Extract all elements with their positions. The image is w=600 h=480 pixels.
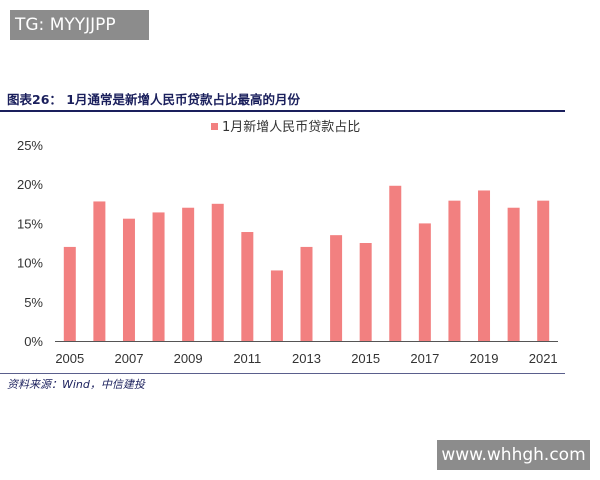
- bar-2017: [418, 223, 431, 341]
- source-rule: [0, 373, 565, 374]
- bar-2005: [63, 246, 76, 341]
- bar-2018: [448, 200, 461, 341]
- bar-2016: [389, 185, 402, 341]
- x-tick-label: 2015: [351, 351, 380, 366]
- title-rule: [0, 110, 565, 112]
- bar-2010: [211, 203, 224, 341]
- bar-series: [63, 185, 550, 341]
- chart-legend: 1月新增人民币贷款占比: [211, 119, 360, 135]
- bar-2012: [270, 270, 283, 341]
- bar-2019: [478, 190, 491, 341]
- bar-2021: [537, 200, 550, 341]
- bar-2011: [241, 232, 254, 341]
- x-tick-label: 2021: [529, 351, 558, 366]
- bar-2006: [93, 201, 106, 341]
- y-axis: 0% 5% 10% 15% 20% 25%: [17, 138, 43, 349]
- x-axis: 2005 2007 2009 2011 2013 2015 2017 2019 2021: [55, 351, 557, 366]
- bar-2020: [507, 207, 520, 341]
- bar-2015: [359, 243, 372, 341]
- bar-2014: [330, 235, 343, 341]
- x-tick-label: 2017: [410, 351, 439, 366]
- bar-2009: [182, 207, 195, 341]
- x-tick-label: 2009: [174, 351, 203, 366]
- x-tick-label: 2019: [470, 351, 499, 366]
- x-tick-label: 2005: [55, 351, 84, 366]
- watermark-top-left: TG: MYYJJPP: [10, 10, 149, 40]
- x-tick-label: 2013: [292, 351, 321, 366]
- x-tick-label: 2007: [115, 351, 144, 366]
- bar-2013: [300, 246, 313, 341]
- y-tick-label: 10%: [17, 256, 43, 271]
- legend-label: 1月新增人民币贷款占比: [222, 119, 360, 135]
- x-tick-label: 2011: [233, 351, 261, 366]
- source-note: 资料来源：Wind，中信建投: [7, 378, 145, 391]
- y-tick-label: 25%: [17, 138, 43, 153]
- bar-2007: [122, 218, 135, 341]
- legend-swatch: [211, 123, 218, 130]
- y-tick-label: 0%: [24, 334, 43, 349]
- figure-title: 图表26： 1月通常是新增人民币贷款占比最高的月份: [7, 92, 300, 107]
- bar-2008: [152, 212, 165, 341]
- watermark-bottom-right: www.whhgh.com: [437, 440, 590, 470]
- y-tick-label: 20%: [17, 177, 43, 192]
- y-tick-label: 5%: [24, 295, 43, 310]
- y-tick-label: 15%: [17, 216, 43, 231]
